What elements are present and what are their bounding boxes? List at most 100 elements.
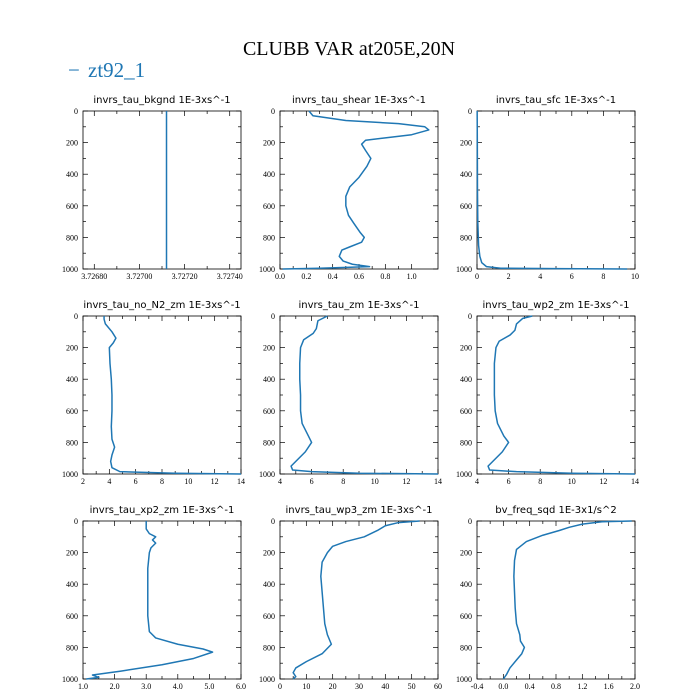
panel-title: invrs_tau_xp2_zm 1E-3xs^-1 [90, 505, 235, 516]
x-tick-label: 10 [568, 477, 576, 486]
x-tick-label: 0 [278, 682, 282, 691]
x-tick-label: 0.8 [551, 682, 561, 691]
y-tick-label: 800 [263, 643, 275, 652]
panel-title: invrs_tau_bkgnd 1E-3xs^-1 [93, 95, 230, 106]
panel-5: invrs_tau_zm 1E-3xs^-1 0 200 400 600 800 10004… [259, 300, 442, 486]
y-tick-label: 600 [460, 202, 472, 211]
panel-7: invrs_tau_xp2_zm 1E-3xs^-1 0 200 400 600 800 1… [62, 505, 246, 691]
x-tick-label: 0.2 [301, 272, 311, 281]
y-tick-label: 800 [263, 438, 275, 447]
panel-title: invrs_tau_wp2_zm 1E-3xs^-1 [483, 300, 630, 311]
y-tick-label: 0 [271, 107, 275, 116]
y-tick-label: 1000 [259, 675, 275, 684]
panel-4: invrs_tau_no_N2_zm 1E-3xs^-1 0 200 400 600 80… [62, 300, 245, 486]
y-tick-label: 1000 [62, 675, 78, 684]
y-tick-label: 200 [460, 549, 472, 558]
panel-2: invrs_tau_shear 1E-3xs^-1 0 200 400 600 800 10… [259, 95, 439, 281]
series-line [103, 316, 242, 475]
x-tick-label: 10 [302, 682, 310, 691]
figure-title: CLUBB VAR at205E,20N [243, 38, 455, 60]
x-tick-label: 4 [538, 272, 542, 281]
x-tick-label: 50 [408, 682, 416, 691]
plot-frame [279, 520, 439, 680]
plot-frame [476, 520, 636, 680]
x-tick-label: -0.4 [471, 682, 484, 691]
x-tick-label: 10 [371, 477, 379, 486]
panel-1: invrs_tau_bkgnd 1E-3xs^-1 0 200 400 600 800 10… [62, 95, 243, 281]
x-tick-label: 8 [538, 477, 542, 486]
x-tick-label: 4 [107, 477, 111, 486]
y-tick-label: 0 [271, 517, 275, 526]
x-tick-label: 4.0 [173, 682, 183, 691]
series-line [487, 315, 636, 475]
panel-title: invrs_tau_wp3_zm 1E-3xs^-1 [286, 505, 433, 516]
x-tick-label: 3.72680 [81, 272, 107, 281]
x-tick-label: 0.4 [525, 682, 535, 691]
x-tick-label: 6 [570, 272, 574, 281]
y-tick-label: 0 [468, 312, 472, 321]
y-tick-label: 600 [66, 202, 78, 211]
panel-title: invrs_tau_sfc 1E-3xs^-1 [496, 95, 616, 106]
y-tick-label: 200 [263, 139, 275, 148]
x-tick-label: 12 [211, 477, 219, 486]
y-tick-label: 600 [263, 407, 275, 416]
y-tick-label: 600 [66, 612, 78, 621]
x-tick-label: 6 [507, 477, 511, 486]
y-tick-label: 400 [263, 375, 275, 384]
series-line [292, 520, 420, 680]
panel-3: invrs_tau_sfc 1E-3xs^-1 0 200 400 600 800 1000… [456, 95, 639, 281]
y-tick-label: 800 [460, 233, 472, 242]
x-tick-label: 2 [81, 477, 85, 486]
y-tick-label: 600 [460, 612, 472, 621]
x-tick-label: 1.0 [78, 682, 88, 691]
y-tick-label: 800 [66, 643, 78, 652]
x-tick-label: 8 [160, 477, 164, 486]
x-tick-label: 14 [237, 477, 245, 486]
y-tick-label: 200 [66, 549, 78, 558]
series-line [86, 521, 214, 680]
series-line [476, 110, 628, 270]
x-tick-label: 10 [184, 477, 192, 486]
x-tick-label: 60 [434, 682, 442, 691]
panel-title: invrs_tau_no_N2_zm 1E-3xs^-1 [83, 300, 240, 311]
y-tick-label: 400 [460, 580, 472, 589]
y-tick-label: 800 [263, 233, 275, 242]
y-tick-label: 400 [66, 375, 78, 384]
x-tick-label: 12 [599, 477, 607, 486]
x-tick-label: 10 [631, 272, 639, 281]
y-tick-label: 400 [460, 170, 472, 179]
y-tick-label: 1000 [456, 265, 472, 274]
y-tick-label: 0 [271, 312, 275, 321]
panel-title: invrs_tau_shear 1E-3xs^-1 [292, 95, 426, 106]
legend-label: zt92_1 [88, 58, 145, 82]
y-tick-label: 1000 [456, 470, 472, 479]
x-tick-label: 4 [475, 477, 479, 486]
y-tick-label: 600 [263, 612, 275, 621]
x-tick-label: 3.72720 [172, 272, 198, 281]
legend-marker: − [68, 58, 80, 82]
series-line [282, 110, 430, 270]
x-tick-label: 14 [434, 477, 442, 486]
y-tick-label: 600 [460, 407, 472, 416]
plot-frame [82, 520, 242, 680]
x-tick-label: 6.0 [236, 682, 246, 691]
y-tick-label: 400 [263, 580, 275, 589]
x-tick-label: 0.0 [498, 682, 508, 691]
panel-title: invrs_tau_zm 1E-3xs^-1 [298, 300, 419, 311]
x-tick-label: 2 [507, 272, 511, 281]
panel-9: bv_freq_sqd 1E-3x1/s^2 0 200 400 600 800 1000-… [456, 505, 640, 691]
x-tick-label: 12 [402, 477, 410, 486]
x-tick-label: 0.6 [354, 272, 364, 281]
y-tick-label: 200 [66, 139, 78, 148]
y-tick-label: 800 [66, 233, 78, 242]
y-tick-label: 0 [74, 312, 78, 321]
y-tick-label: 400 [66, 580, 78, 589]
y-tick-label: 400 [66, 170, 78, 179]
x-tick-label: 2.0 [110, 682, 120, 691]
x-tick-label: 0.0 [275, 272, 285, 281]
x-tick-label: 8 [601, 272, 605, 281]
x-tick-label: 1.6 [604, 682, 614, 691]
x-tick-label: 0 [475, 272, 479, 281]
y-tick-label: 1000 [62, 265, 78, 274]
